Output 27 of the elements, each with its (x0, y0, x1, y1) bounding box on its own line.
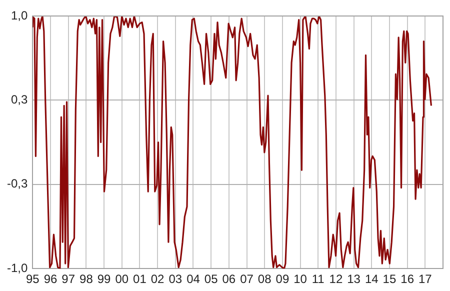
x-tick-label: 17 (418, 272, 432, 286)
x-tick-label: 08 (258, 272, 272, 286)
x-tick-label: 03 (168, 272, 182, 286)
x-tick-label: 13 (347, 272, 361, 286)
x-tick-label: 15 (382, 272, 396, 286)
x-tick-label: 02 (150, 272, 165, 286)
y-tick-label: 0,3 (10, 92, 28, 107)
x-tick-label: 01 (133, 272, 147, 286)
y-tick-label: -0,3 (6, 176, 28, 191)
x-tick-label: 14 (364, 272, 379, 286)
x-tick-label: 04 (186, 272, 200, 286)
x-tick-label: 09 (276, 272, 290, 286)
x-tick-label: 16 (400, 272, 414, 286)
x-tick-label: 05 (204, 272, 218, 286)
x-tick-label: 97 (62, 272, 76, 286)
x-tick-label: 00 (115, 272, 129, 286)
x-tick-label: 99 (97, 272, 112, 286)
y-tick-label: -1,0 (6, 260, 28, 275)
x-tick-label: 96 (44, 272, 58, 286)
y-tick-label: 1,0 (10, 8, 28, 22)
x-tick-label: 95 (26, 272, 40, 286)
x-tick-label: 10 (294, 272, 308, 286)
x-tick-label: 06 (222, 272, 236, 286)
x-tick-label: 07 (240, 272, 254, 286)
x-tick-label: 98 (80, 272, 94, 286)
x-tick-label: 11 (312, 272, 325, 286)
x-tick-label: 12 (329, 272, 343, 286)
